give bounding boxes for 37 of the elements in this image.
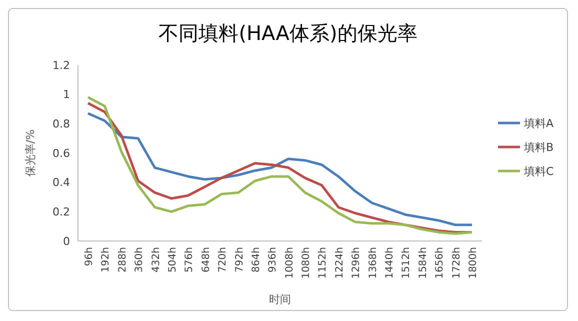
x-tick-label: 576h: [184, 247, 196, 272]
y-tick-label: 0: [63, 234, 70, 248]
y-tick-label: 1.2: [52, 58, 70, 72]
chart-title: 不同填料(HAA体系)的保光率: [158, 21, 418, 45]
x-tick-label: 360h: [134, 247, 146, 272]
x-tick-label: 504h: [167, 247, 178, 272]
x-tick-label: 648h: [200, 247, 212, 272]
y-tick-label: 0.6: [52, 146, 70, 160]
y-tick-label: 0.8: [52, 118, 70, 131]
x-axis-title: 时间: [269, 293, 291, 306]
y-tick-label: 0.2: [52, 206, 70, 219]
legend-label: 填料A: [523, 116, 554, 130]
x-tick-label: 792h: [234, 247, 246, 272]
y-tick-label: 1: [63, 88, 70, 102]
x-tick-label: 1152h: [318, 247, 329, 279]
y-axis-title: 保光率/%: [24, 129, 37, 177]
legend-label: 填料B: [523, 140, 554, 154]
legend-label: 填料C: [523, 164, 554, 178]
y-tick-label: 0.4: [52, 176, 70, 190]
x-tick-label: 1440h: [384, 247, 396, 279]
x-tick-label: 1368h: [368, 247, 379, 279]
x-tick-label: 288h: [117, 247, 128, 272]
x-tick-label: 1512h: [401, 247, 412, 279]
x-tick-label: 1584h: [418, 247, 429, 279]
x-tick-label: 432h: [150, 247, 162, 272]
x-tick-label: 1656h: [434, 247, 446, 279]
x-tick-label: 1008h: [284, 247, 296, 279]
x-tick-label: 1224h: [334, 247, 346, 279]
x-tick-label: 192h: [100, 247, 112, 272]
x-tick-label: 720h: [218, 247, 229, 272]
x-tick-label: 1800h: [468, 247, 479, 279]
x-tick-label: 864h: [250, 247, 262, 272]
x-tick-label: 1080h: [301, 247, 312, 279]
x-tick-label: 1296h: [351, 247, 362, 279]
x-tick-label: 96h: [84, 247, 95, 266]
x-tick-label: 1728h: [451, 247, 462, 279]
x-tick-label: 936h: [268, 247, 279, 272]
